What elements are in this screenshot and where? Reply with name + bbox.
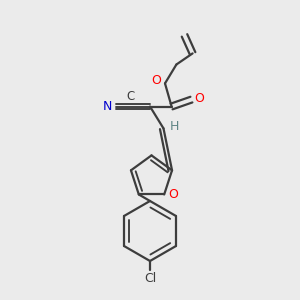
Text: C: C bbox=[126, 90, 135, 103]
Text: O: O bbox=[168, 188, 178, 201]
Text: H: H bbox=[170, 120, 179, 134]
Text: O: O bbox=[194, 92, 204, 105]
Text: N: N bbox=[103, 100, 112, 113]
Text: Cl: Cl bbox=[144, 272, 156, 284]
Text: O: O bbox=[152, 74, 161, 88]
